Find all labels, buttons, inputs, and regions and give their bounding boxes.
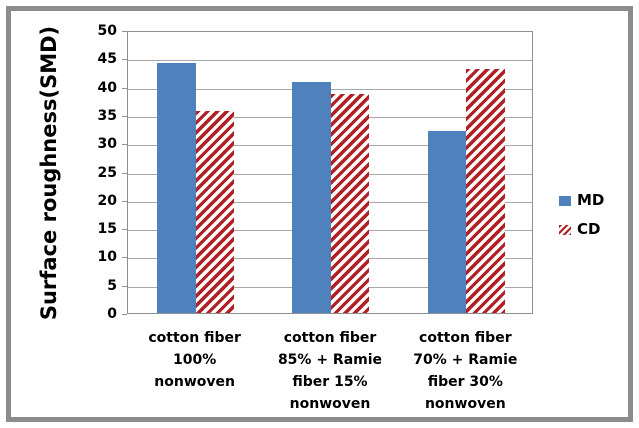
y-axis-tick-label: 45 bbox=[97, 51, 117, 68]
y-axis-tick bbox=[122, 115, 127, 117]
x-axis-category-line: 100% bbox=[173, 352, 217, 368]
y-axis-tick bbox=[122, 31, 127, 32]
x-axis-category-line: cotton fiber bbox=[148, 330, 241, 346]
bar-group bbox=[263, 32, 398, 313]
bar-md bbox=[427, 130, 467, 313]
y-axis-tick-label: 10 bbox=[97, 249, 117, 266]
x-axis-category-line: nonwoven bbox=[424, 396, 506, 412]
y-axis-tick bbox=[122, 314, 127, 315]
hatch-swatch-icon bbox=[559, 224, 571, 235]
y-axis-tick bbox=[122, 144, 127, 146]
bar-group bbox=[399, 32, 534, 313]
legend-label: CD bbox=[577, 220, 601, 238]
legend-item-cd: CD bbox=[559, 222, 604, 237]
x-axis-category-line: cotton fiber bbox=[283, 330, 377, 346]
plot-area bbox=[127, 31, 533, 314]
y-axis-tick bbox=[122, 229, 127, 231]
bar-md bbox=[157, 62, 196, 313]
bar-cd bbox=[466, 68, 505, 313]
bar-cd bbox=[195, 110, 235, 313]
x-axis-category-line: fiber 15% bbox=[292, 374, 368, 390]
x-axis-category-line: cotton fiber bbox=[419, 330, 512, 346]
bar-md bbox=[292, 81, 331, 313]
x-axis-category-label: cotton fiber 85% + Ramie fiber 15% nonwoven bbox=[255, 327, 405, 415]
y-axis-tick bbox=[122, 59, 127, 61]
bar-group bbox=[128, 32, 263, 313]
x-axis-category-line: 85% + Ramie bbox=[277, 352, 383, 368]
x-axis-category-line: nonwoven bbox=[289, 396, 371, 412]
y-axis-tick bbox=[122, 172, 127, 174]
x-axis-category-line: nonwoven bbox=[154, 374, 235, 390]
y-axis-tick bbox=[122, 257, 127, 259]
chart-frame: Surface roughness(SMD) 0 5 10 15 20 25 30 35 40 4… bbox=[6, 6, 633, 422]
y-axis-tick-label: 20 bbox=[97, 192, 117, 209]
y-axis-tick-label: 25 bbox=[97, 164, 117, 181]
legend-item-md: MD bbox=[559, 193, 604, 208]
y-axis-title: Surface roughness(SMD) bbox=[37, 25, 61, 321]
y-axis-tick-label: 0 bbox=[107, 306, 117, 322]
y-axis-tick-label: 35 bbox=[97, 107, 117, 124]
y-axis-tick bbox=[122, 285, 127, 287]
legend-label: MD bbox=[577, 191, 605, 209]
y-axis-tick-label: 5 bbox=[107, 277, 117, 294]
x-axis-category-label: cotton fiber 70% + Ramie fiber 30% nonwoven bbox=[390, 327, 540, 415]
y-axis-tick bbox=[122, 200, 127, 202]
x-axis-category-line: fiber 30% bbox=[427, 374, 503, 390]
gridline bbox=[128, 60, 532, 62]
y-axis-tick-label: 15 bbox=[97, 221, 117, 238]
x-axis-category-label: cotton fiber 100% nonwoven bbox=[120, 327, 270, 393]
y-axis-tick-label: 40 bbox=[97, 79, 117, 96]
y-axis-tick bbox=[122, 87, 127, 89]
solid-swatch-icon bbox=[559, 195, 571, 206]
y-axis-tick-label: 30 bbox=[97, 136, 117, 153]
bar-cd bbox=[330, 94, 370, 313]
legend: MD CD bbox=[559, 193, 604, 251]
x-axis-category-line: 70% + Ramie bbox=[413, 352, 518, 368]
y-axis-tick-label: 50 bbox=[97, 23, 117, 39]
